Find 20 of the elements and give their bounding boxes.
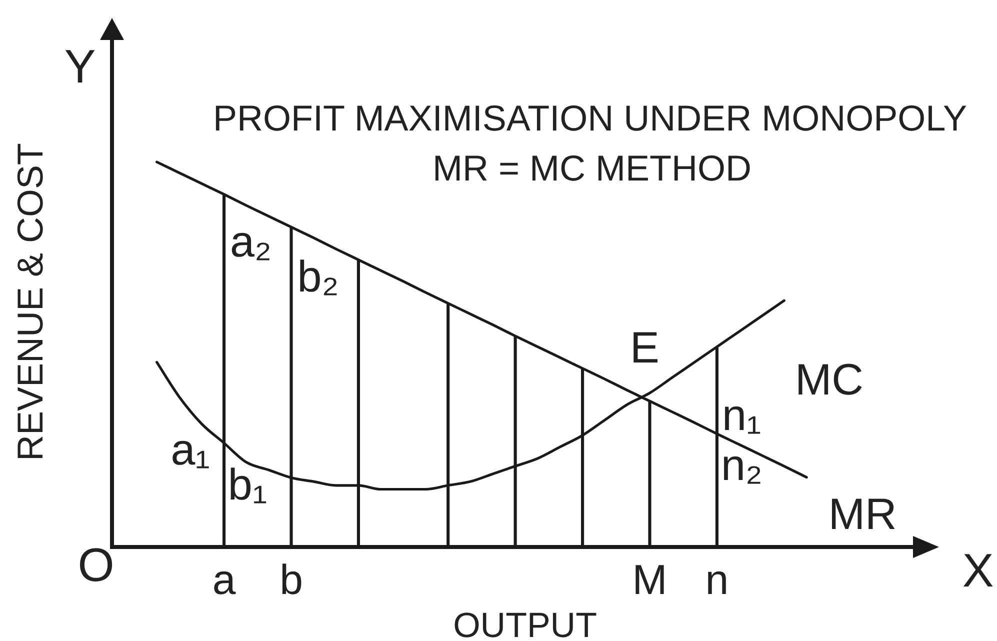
- x-tick-label: M: [632, 556, 668, 603]
- x-tick-label: n: [705, 556, 729, 603]
- annotation: n₂: [720, 441, 763, 490]
- x-tick-label: b: [280, 556, 303, 603]
- annotation: O: [78, 538, 114, 591]
- chart-title: PROFIT MAXIMISATION UNDER MONOPOLY: [212, 98, 968, 138]
- annotation: a₂: [230, 218, 272, 267]
- x-tick-label: a: [212, 556, 236, 603]
- chart-subtitle: MR = MC METHOD: [432, 148, 752, 188]
- annotation: b₂: [297, 252, 339, 302]
- x-axis-title: OUTPUT: [453, 606, 597, 641]
- annotation: b₁: [228, 460, 268, 510]
- annotation: E: [630, 323, 660, 372]
- text: X: [962, 544, 994, 596]
- series-label: MR: [828, 490, 897, 539]
- annotation: n₁: [722, 390, 762, 440]
- text: Y: [64, 40, 96, 92]
- annotation: a₁: [170, 426, 210, 475]
- y-axis-title: REVENUE & COST: [10, 142, 50, 462]
- series-label: MC: [794, 356, 864, 405]
